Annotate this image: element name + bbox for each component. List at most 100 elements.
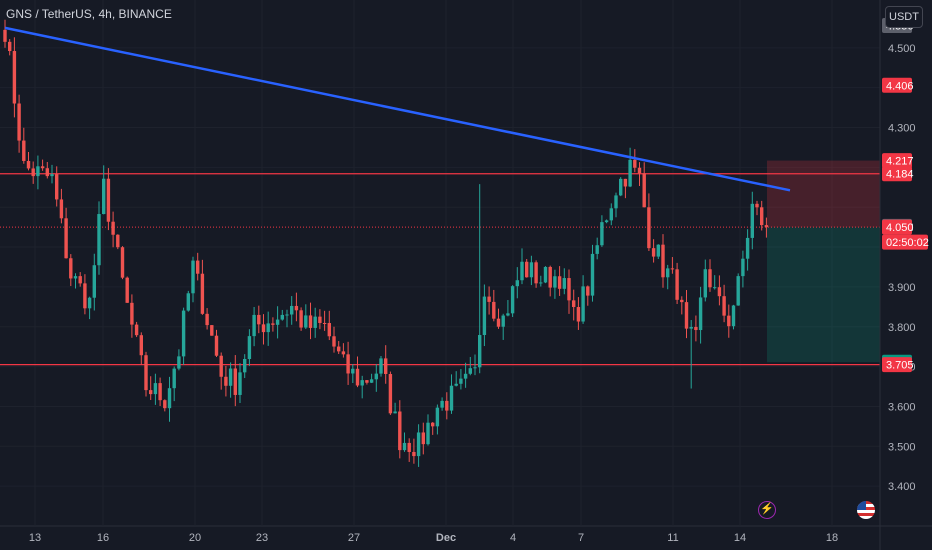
price-tick-label: 3.900: [888, 282, 916, 294]
candle-body: [257, 314, 261, 325]
candle-body: [412, 451, 416, 457]
candle-body: [478, 335, 482, 368]
candle-body: [666, 268, 670, 278]
candle-body: [294, 305, 299, 311]
candle-body: [238, 372, 242, 395]
candle-body: [543, 266, 548, 283]
candle-body: [698, 297, 703, 331]
candle-body: [713, 287, 717, 289]
candle-body: [214, 335, 219, 356]
candle-body: [26, 160, 31, 169]
candle-body: [445, 400, 449, 411]
time-tick-label: 18: [826, 532, 838, 544]
candle-body: [200, 273, 205, 314]
stop-loss-zone: [767, 160, 880, 228]
chart-title: GNS / TetherUS, 4h, BINANCE: [6, 7, 172, 21]
price-tick-label: 3.400: [888, 481, 916, 493]
candle-body: [727, 315, 731, 327]
candle-body: [92, 265, 96, 298]
candle-body: [134, 324, 139, 336]
candle-body: [463, 373, 468, 379]
candle-body: [130, 302, 134, 325]
time-tick-label: 27: [348, 532, 360, 544]
candle-body: [266, 323, 270, 333]
candle-body: [369, 379, 374, 383]
candle-body: [69, 258, 73, 279]
candle-body: [374, 373, 378, 380]
candle-body: [149, 390, 153, 395]
candle-body: [548, 266, 552, 288]
candle-body: [557, 276, 562, 289]
candle-body: [50, 174, 54, 177]
price-tag-box: [882, 77, 912, 93]
candle-body: [722, 296, 726, 316]
price-tag-box: [882, 219, 912, 235]
currency-button[interactable]: USDT: [885, 6, 923, 28]
candle-body: [651, 248, 656, 257]
candle-body: [670, 268, 675, 270]
candle-body: [689, 326, 693, 329]
candle-body: [78, 276, 82, 284]
price-tag-box: [882, 153, 912, 169]
candle-body: [604, 220, 609, 223]
candle-body: [553, 276, 557, 288]
candle-body: [435, 407, 440, 427]
candle-body: [473, 367, 477, 369]
candle-body: [633, 159, 637, 168]
candle-body: [393, 411, 397, 414]
price-tag-label: 4.406: [886, 80, 914, 92]
candle-body: [680, 299, 684, 303]
candle-body: [741, 258, 745, 277]
candle-body: [120, 247, 125, 278]
price-tick-label: 4.500: [888, 43, 916, 55]
candle-body: [355, 368, 360, 386]
candle-body: [111, 221, 115, 235]
candle-body: [55, 174, 59, 200]
price-tick-label: 4.300: [888, 123, 916, 135]
candle-body: [285, 314, 289, 316]
candle-body: [346, 354, 350, 374]
candle-body: [459, 378, 463, 384]
trendline[interactable]: [4, 26, 791, 192]
candle-body: [595, 245, 599, 254]
candle-body: [736, 276, 740, 306]
candle-body: [40, 166, 45, 169]
candle-body: [45, 168, 49, 177]
time-tick-label: 4: [510, 532, 516, 544]
candle-body: [398, 411, 402, 451]
time-tick-label: 11: [667, 532, 678, 544]
time-tick-label: 7: [578, 532, 584, 544]
candle-body: [313, 316, 317, 328]
candle-body: [224, 376, 228, 386]
candle-body: [619, 178, 623, 196]
candle-body: [87, 297, 92, 309]
candle-body: [59, 199, 64, 219]
candle-body: [360, 380, 364, 386]
candle-body: [191, 260, 195, 294]
candle-body: [280, 314, 284, 320]
time-axis[interactable]: 13 16 20 23 27 Dec 4 7 11 14 18: [29, 532, 838, 544]
candle-body: [572, 300, 576, 308]
candle-body: [22, 140, 26, 161]
time-tick-label: 13: [29, 532, 41, 544]
candle-body: [416, 432, 421, 457]
candle-body: [332, 336, 336, 347]
us-flag-icon[interactable]: [857, 501, 875, 519]
candle-body: [196, 260, 200, 274]
candle-body: [708, 269, 712, 288]
candle-body: [308, 315, 313, 328]
candlestick-series: [3, 19, 769, 467]
candle-body: [153, 383, 158, 395]
candle-body: [525, 261, 529, 278]
lightning-icon[interactable]: ⚡: [758, 501, 776, 519]
candle-body: [755, 203, 759, 208]
candle-body: [609, 208, 613, 221]
candle-body: [402, 442, 407, 451]
candle-body: [431, 422, 435, 427]
candle-body: [252, 314, 256, 337]
candle-body: [379, 358, 383, 374]
candle-body: [647, 207, 651, 249]
candle-body: [102, 178, 106, 215]
candle-body: [534, 262, 538, 284]
